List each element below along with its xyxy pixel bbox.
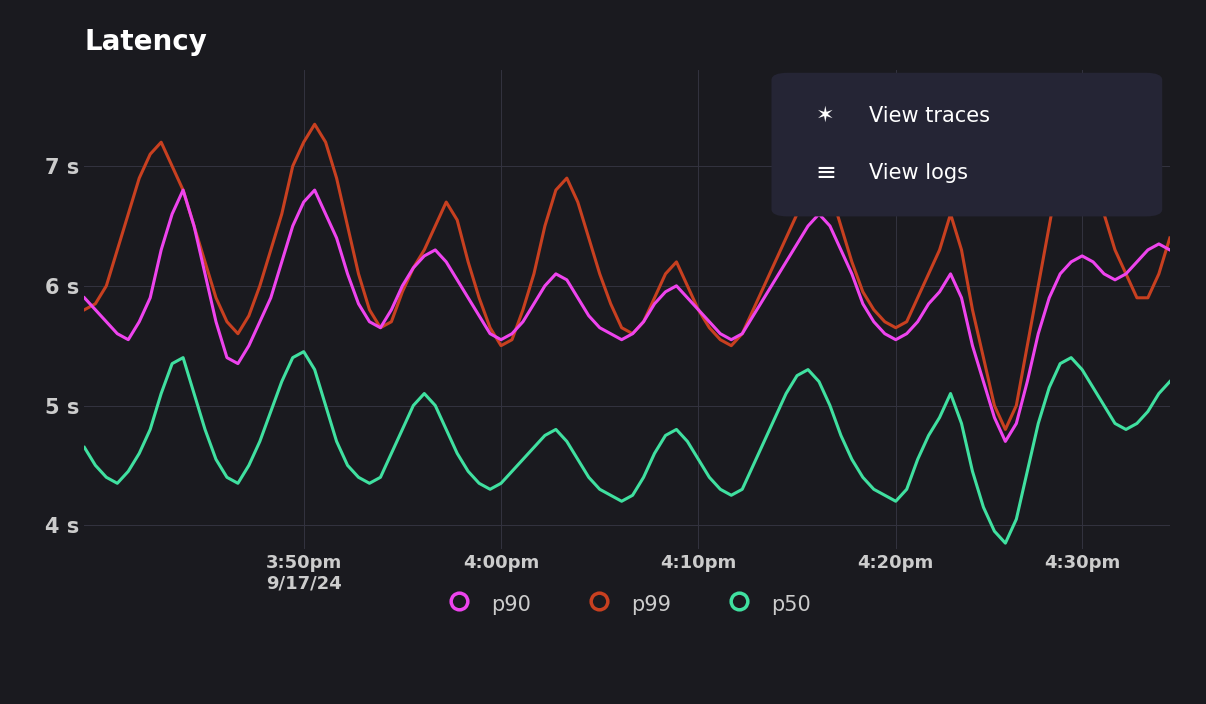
Text: View traces: View traces — [870, 106, 990, 126]
Legend: p90, p99, p50: p90, p99, p50 — [435, 583, 819, 625]
FancyBboxPatch shape — [772, 73, 1163, 216]
Text: ≡: ≡ — [815, 161, 836, 185]
Text: ✶: ✶ — [816, 106, 835, 126]
Text: View logs: View logs — [870, 163, 968, 183]
Text: Latency: Latency — [84, 27, 207, 56]
